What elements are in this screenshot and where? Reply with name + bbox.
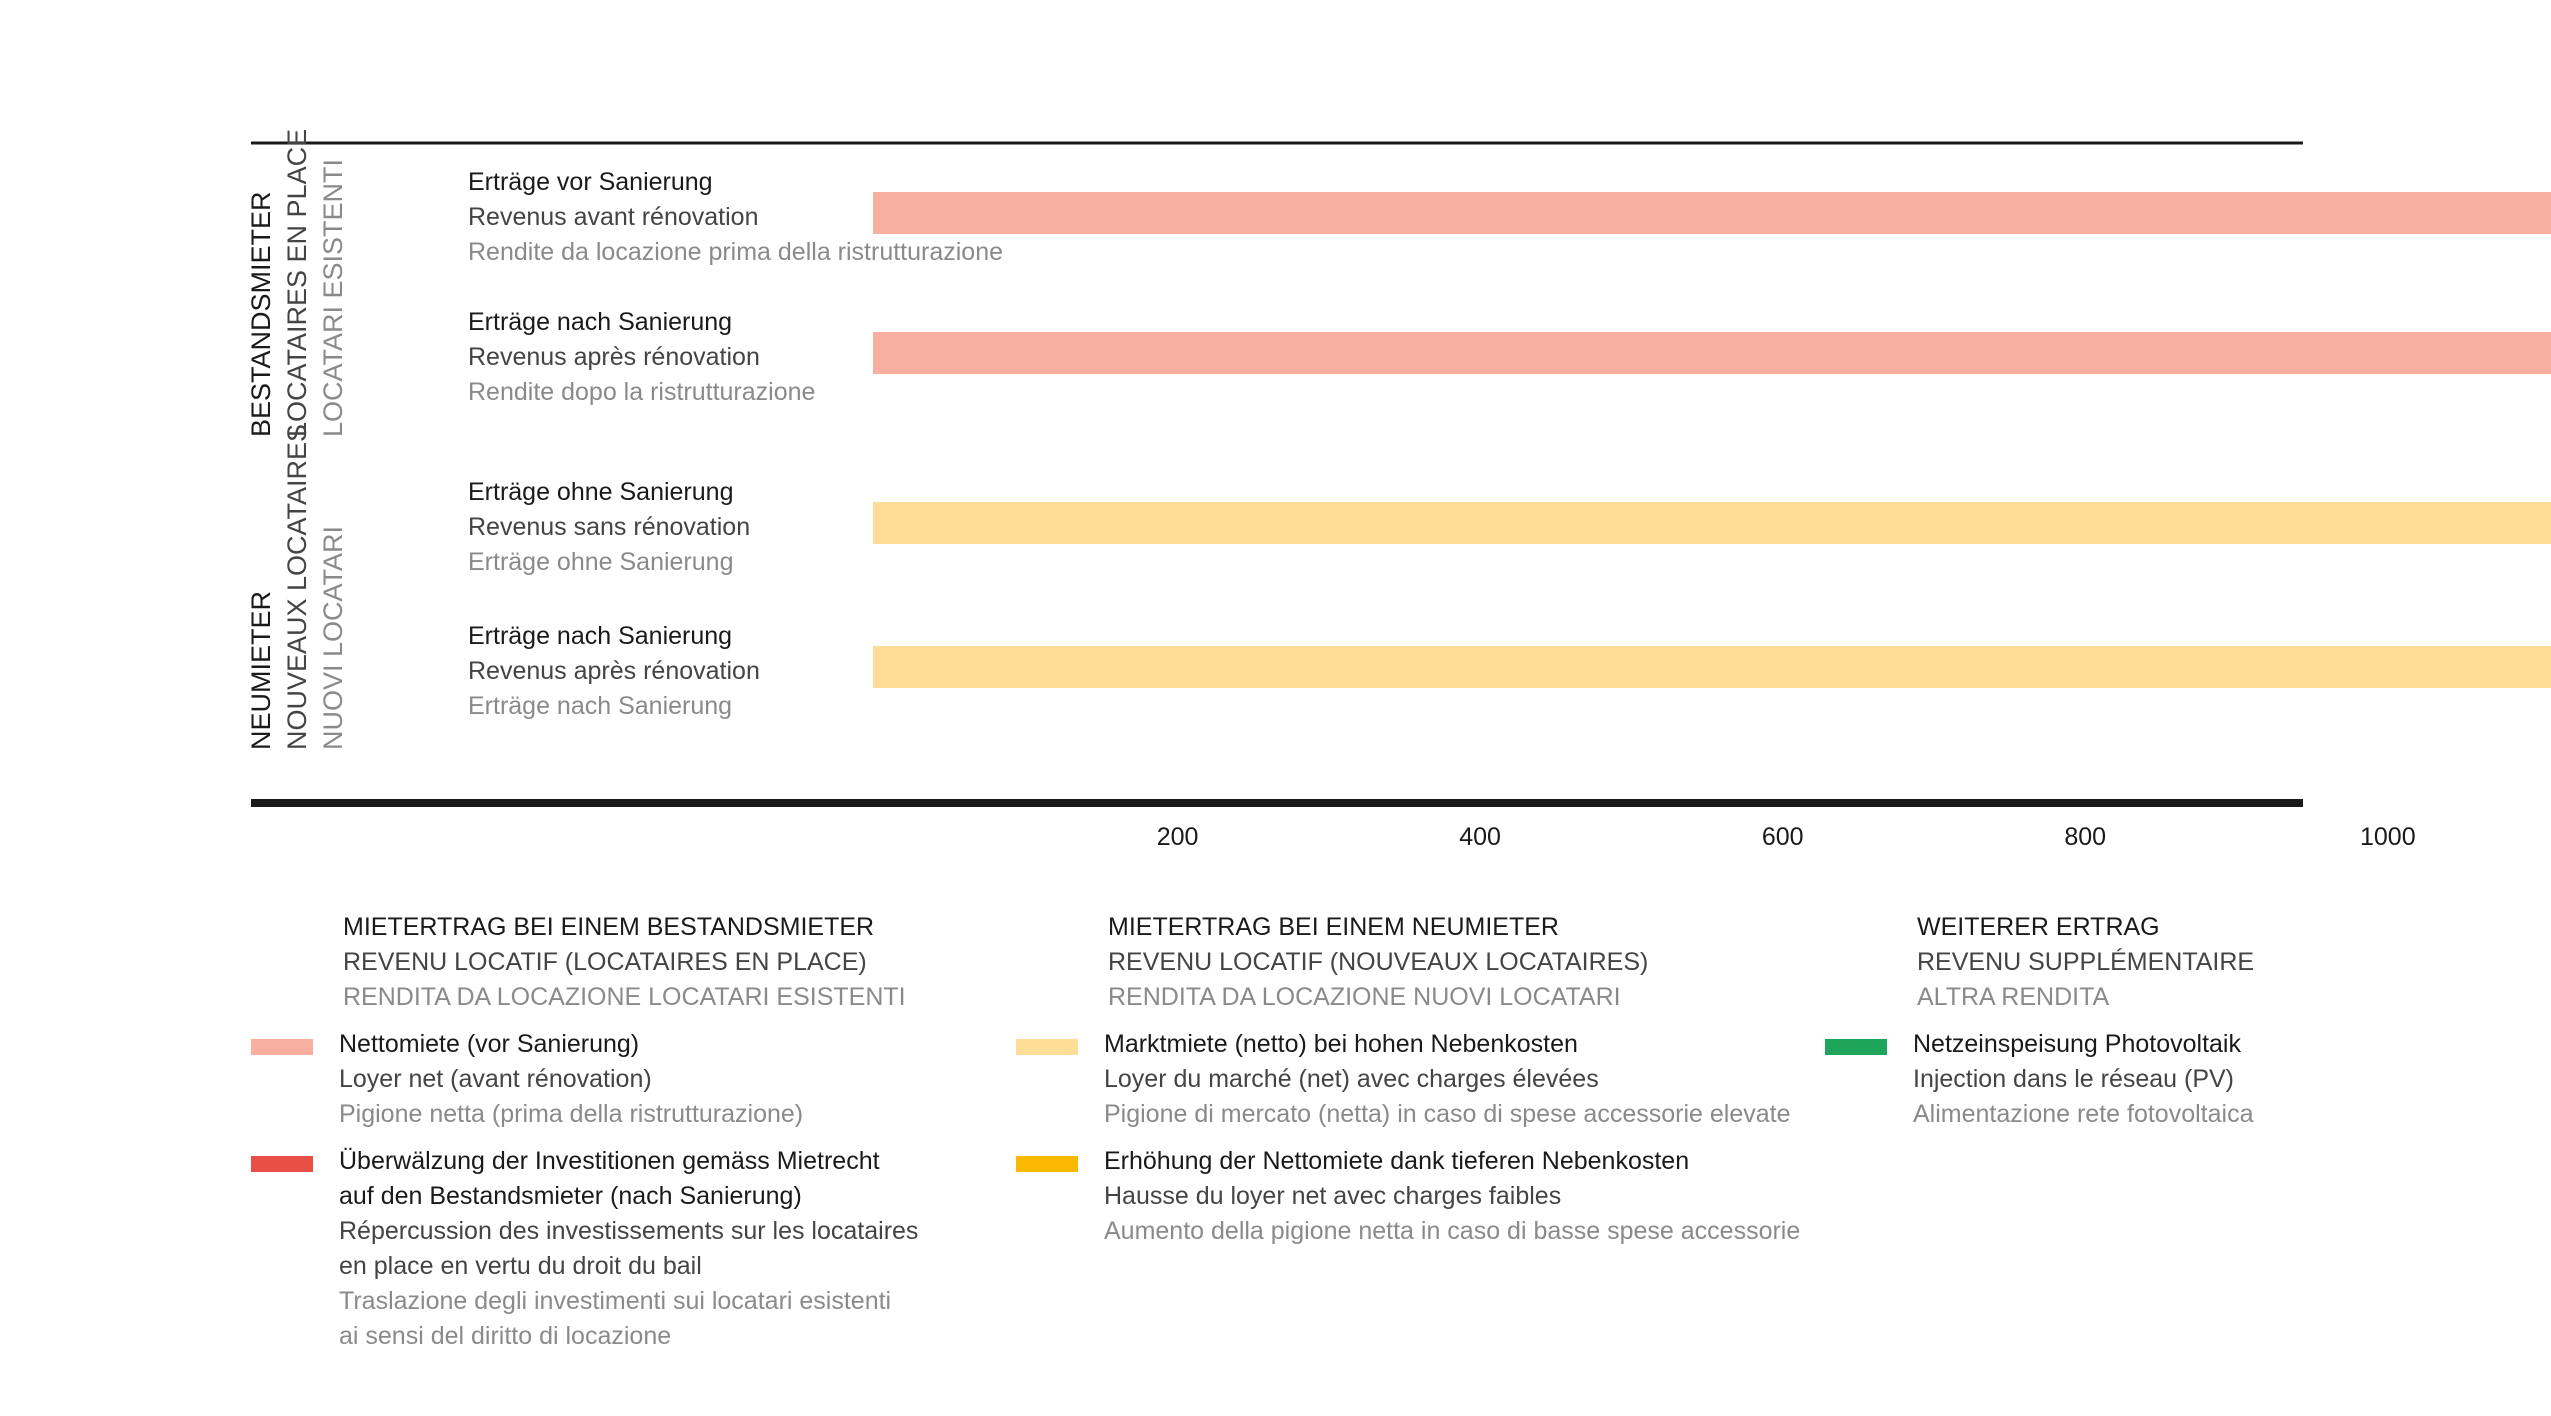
legend-item-net-rent: Nettomiete (vor Sanierung) Loyer net (av… [251,1027,991,1132]
legend-item-fr: Injection dans le réseau (PV) [1913,1065,2235,1093]
legend-item-fr: Loyer du marché (net) avec charges élevé… [1104,1065,1599,1093]
legend-title-de: MIETERTRAG BEI EINEM NEUMIETER [1108,913,1559,941]
swatch-pv-feed-in [1825,1039,1887,1055]
bar-segment-market [873,502,2551,544]
x-tick-label: 800 [2064,823,2106,851]
bar-segment-market [873,646,2551,688]
legend-title-fr: REVENU SUPPLÉMENTAIRE [1917,948,2255,976]
swatch-market-rent [1016,1039,1078,1055]
legend-item-it: Traslazione degli investimenti sui locat… [339,1287,892,1315]
bar-label-fr: Revenus avant rénovation [468,203,758,231]
legend-item-pass-on: Überwälzung der Investitionen gemäss Mie… [251,1144,991,1354]
legend-column-further-income: WEITERER ERTRAG REVENU SUPPLÉMENTAIRE AL… [1825,910,2525,1132]
legend-item-fr: Hausse du loyer net avec charges faibles [1104,1182,1562,1210]
x-tick-label: 600 [1762,823,1804,851]
legend-item-it: Pigione di mercato (netta) in caso di sp… [1104,1100,1791,1128]
bar-label-it: Erträge ohne Sanierung [468,548,733,576]
swatch-net-rent [251,1039,313,1055]
legend-title-fr: REVENU LOCATIF (LOCATAIRES EN PLACE) [343,948,867,976]
bar-label-de: Erträge vor Sanierung [468,168,713,196]
legend-item-de: Überwälzung der Investitionen gemäss Mie… [339,1147,880,1175]
legend-item-de: auf den Bestandsmieter (nach Sanierung) [339,1182,802,1210]
bar-label-fr: Revenus sans rénovation [468,513,750,541]
swatch-pass-on [251,1156,313,1172]
stacked-bar-chart: BESTANDSMIETER LOCATAIRES EN PLACE LOCATAR… [246,129,2551,851]
bar-segment-net_before [873,332,2551,374]
legend-title-de: MIETERTRAG BEI EINEM BESTANDSMIETER [343,913,875,941]
legend-title-fr: REVENU LOCATIF (NOUVEAUX LOCATAIRES) [1108,948,1649,976]
bar-label-it: Rendite dopo la ristrutturazione [468,378,815,406]
legend-column-existing-tenants: MIETERTRAG BEI EINEM BESTANDSMIETER REVE… [251,910,991,1354]
legend-item-market-rent: Marktmiete (netto) bei hohen Nebenkosten… [1016,1027,1856,1132]
x-tick-label: 200 [1157,823,1199,851]
group-label-fr: LOCATAIRES EN PLACE [282,129,312,437]
legend-title-it: RENDITA DA LOCAZIONE LOCATARI ESISTENTI [343,983,906,1011]
legend-item-it: Alimentazione rete fotovoltaica [1913,1100,2254,1128]
legend-item-rent-increase: Erhöhung der Nettomiete dank tieferen Ne… [1016,1144,1856,1249]
legend-item-it: ai sensi del diritto di locazione [339,1322,672,1350]
legend-title-it: ALTRA RENDITA [1917,983,2110,1011]
legend-item-fr: Répercussion des investissements sur les… [339,1217,919,1245]
group-label-de: NEUMIETER [246,591,276,750]
legend-item-fr: Loyer net (avant rénovation) [339,1065,652,1093]
bar-label-de: Erträge nach Sanierung [468,622,732,650]
bar-label-fr: Revenus après rénovation [468,343,760,371]
legend-item-de: Netzeinspeisung Photovoltaik [1913,1030,2241,1058]
group-label-de: BESTANDSMIETER [246,191,276,437]
legend-item-pv-feed-in: Netzeinspeisung Photovoltaik Injection d… [1825,1027,2525,1132]
bar-label-it: Rendite da locazione prima della ristrut… [468,238,1003,266]
group-label-it: LOCATARI ESISTENTI [318,159,348,437]
bar-label-de: Erträge nach Sanierung [468,308,732,336]
bar-label-it: Erträge nach Sanierung [468,692,732,720]
labels-layer: BESTANDSMIETER LOCATAIRES EN PLACE LOCATAR… [246,129,1003,750]
legend-title-de: WEITERER ERTRAG [1917,913,2160,941]
legend-item-it: Pigione netta (prima della ristrutturazi… [339,1100,804,1128]
x-axis-ticks: 20040060080010001200140016001800CHF [1157,823,2416,851]
bars-layer [873,192,2551,688]
x-tick-label: 1000 [2360,823,2416,851]
bar-label-fr: Revenus après rénovation [468,657,760,685]
swatch-rent-increase [1016,1156,1078,1172]
group-label-fr: NOUVEAUX LOCATAIRES [282,424,312,750]
bar-segment-net_before [873,192,2551,234]
legend-item-de: Nettomiete (vor Sanierung) [339,1030,640,1058]
group-label-it: NUOVI LOCATARI [318,526,348,750]
legend-title-it: RENDITA DA LOCAZIONE NUOVI LOCATARI [1108,983,1621,1011]
legend-column-new-tenants: MIETERTRAG BEI EINEM NEUMIETER REVENU LO… [1016,910,1856,1249]
legend-item-fr: en place en vertu du droit du bail [339,1252,702,1280]
legend-item-it: Aumento della pigione netta in caso di b… [1104,1217,1801,1245]
legend-item-de: Erhöhung der Nettomiete dank tieferen Ne… [1104,1147,1690,1175]
bar-label-de: Erträge ohne Sanierung [468,478,733,506]
x-tick-label: 400 [1459,823,1501,851]
legend-item-de: Marktmiete (netto) bei hohen Nebenkosten [1104,1030,1578,1058]
